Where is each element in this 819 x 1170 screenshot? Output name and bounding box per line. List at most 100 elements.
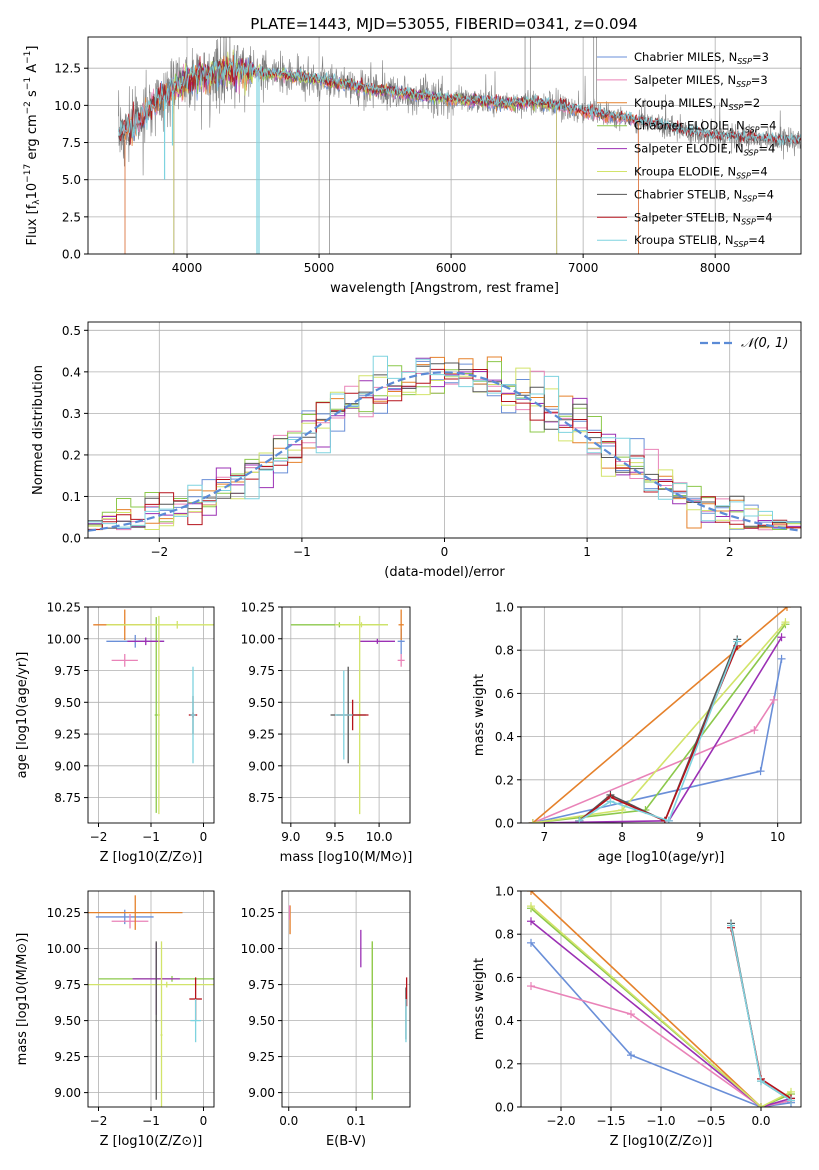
model-spectrum (118, 53, 801, 147)
errorbar-point (111, 654, 138, 667)
errorbar-point (127, 637, 165, 646)
axes-frame (281, 890, 411, 1108)
x-tick-label: 0 (441, 545, 449, 559)
panels: 4000 5000 6000 7000 80000.02.55.07.510.012.5… (15, 36, 802, 1149)
weight-marker (756, 767, 765, 776)
x-tick-label: 0.1 (347, 1114, 366, 1128)
x-tick-label: −1 (142, 830, 160, 844)
weight-marker (527, 891, 535, 895)
weight-marker (777, 654, 786, 663)
y-tick: 0.8 (495, 928, 521, 942)
legend-entry: Chabrier MILES, NSSP=3 (634, 50, 769, 66)
y-tick-label: 10.00 (47, 632, 81, 646)
legend-entry: Chabrier ELODIE, NSSP=4 (634, 119, 776, 135)
y-tick-label: 9.50 (248, 696, 275, 710)
x-tick-label: 7000 (568, 261, 599, 275)
plot-area (93, 609, 214, 815)
x-tick-label: 0 (200, 830, 208, 844)
y-tick: 0.2 (495, 1057, 521, 1071)
errorbar-point (154, 617, 158, 813)
x-tick: 4000 (172, 254, 202, 275)
y-tick-label: 0.0 (495, 1101, 514, 1115)
x-tick-label: −1 (293, 545, 311, 559)
y-tick: 1.0 (495, 885, 521, 899)
x-tick-label: −1 (142, 1114, 160, 1128)
panel-weight_vs_age: 7 8 9 10 0.0 0.2 0.4 0.6 0.8 1.0 age [log10(age/yr… (495, 601, 802, 865)
x-tick-label: 2 (726, 545, 734, 559)
x-tick: −1 (142, 823, 160, 844)
x-tick-label: 7 (541, 830, 549, 844)
y-tick-label: 5.0 (62, 173, 81, 187)
weight-marker (783, 607, 791, 611)
weight-series (530, 891, 762, 1107)
y-tick: 0.4 (495, 730, 521, 744)
weight-marker (664, 816, 673, 823)
errorbar-point (95, 909, 154, 925)
weight-marker (527, 982, 535, 991)
y-axis-label: mass weight (472, 958, 487, 1040)
weight-marker (757, 1103, 765, 1107)
legend-entry: Kroupa STELIB, NSSP=4 (634, 233, 765, 249)
y-tick: 10.00 (47, 632, 88, 646)
y-tick: 10.00 (241, 632, 282, 646)
x-axis-label: (data-model)/error (384, 565, 505, 580)
y-tick: 0.0 (495, 1101, 521, 1115)
weight-marker (575, 816, 584, 823)
weight-marker (627, 1051, 635, 1060)
panel-age_vs_Z: −2 −1 0 8.75 9.00 9.25 9.50 9.75 10.00 10.25 Z [lo… (47, 601, 215, 865)
y-tick-label: 0.2 (62, 448, 81, 462)
y-tick-label: 9.25 (248, 1050, 275, 1064)
y-tick: 12.5 (54, 62, 88, 76)
y-axis-label: age [log10(age/yr)] (15, 652, 30, 779)
errorbar-point (106, 620, 214, 629)
y-tick: 9.50 (248, 1014, 282, 1028)
x-tick-label: −2 (90, 1114, 108, 1128)
weight-marker (727, 921, 735, 930)
x-tick-label: 1 (583, 545, 591, 559)
plot-area (528, 607, 791, 823)
weight-series (578, 639, 738, 822)
y-tick: 9.50 (248, 696, 282, 710)
panel-mass_vs_EBV: 0.0 0.1 9.00 9.25 9.50 9.75 10.00 10.25 E(B-V) (241, 890, 411, 1149)
y-tick-label: 0.5 (62, 324, 81, 338)
x-tick: 7000 (568, 254, 599, 275)
x-tick-label: 8 (618, 830, 626, 844)
errorbar-point (88, 895, 183, 930)
weight-marker (769, 695, 778, 704)
y-tick-label: 0.4 (495, 1014, 514, 1028)
weight-marker (781, 618, 790, 627)
errorbar-point (157, 615, 160, 815)
x-axis-label: Z [log10(Z/Z⊙)] (610, 1134, 713, 1149)
weight-marker (606, 797, 615, 806)
plot-area (118, 37, 801, 254)
y-tick: 0.6 (495, 687, 521, 701)
x-tick-label: −0.5 (696, 1114, 725, 1128)
x-axis-label: Z [log10(Z/Z⊙)] (100, 850, 203, 865)
y-axis-label: mass weight (472, 674, 487, 756)
weight-series (530, 905, 792, 1107)
x-tick-label: 0.0 (751, 1114, 770, 1128)
weight-series (530, 985, 792, 1107)
grid (88, 322, 801, 539)
y-tick: 10.25 (47, 601, 88, 615)
weight-series (578, 641, 738, 822)
x-tick: −2.0 (546, 1107, 576, 1128)
errorbar-point (398, 609, 404, 641)
y-tick-label: 12.5 (54, 62, 81, 76)
x-tick: 8000 (700, 254, 730, 275)
x-tick-label: 10.0 (366, 830, 393, 844)
y-tick-label: 9.25 (248, 728, 275, 742)
x-tick-label: 5000 (304, 261, 335, 275)
histogram-series (88, 362, 801, 529)
x-tick-label: 0 (200, 1114, 208, 1128)
y-tick-label: 0.8 (495, 928, 514, 942)
y-tick-label: 9.00 (248, 1086, 275, 1100)
y-tick-label: 0.1 (62, 490, 81, 504)
y-tick-label: 10.25 (47, 601, 81, 615)
legend-entry: Chabrier STELIB, NSSP=4 (634, 187, 774, 203)
x-axis-label: age [log10(age/yr)] (598, 850, 725, 865)
x-tick: 0.0 (279, 1107, 298, 1128)
y-tick-label: 1.0 (495, 885, 514, 899)
errorbar-point (397, 654, 405, 667)
weight-series (532, 699, 775, 823)
